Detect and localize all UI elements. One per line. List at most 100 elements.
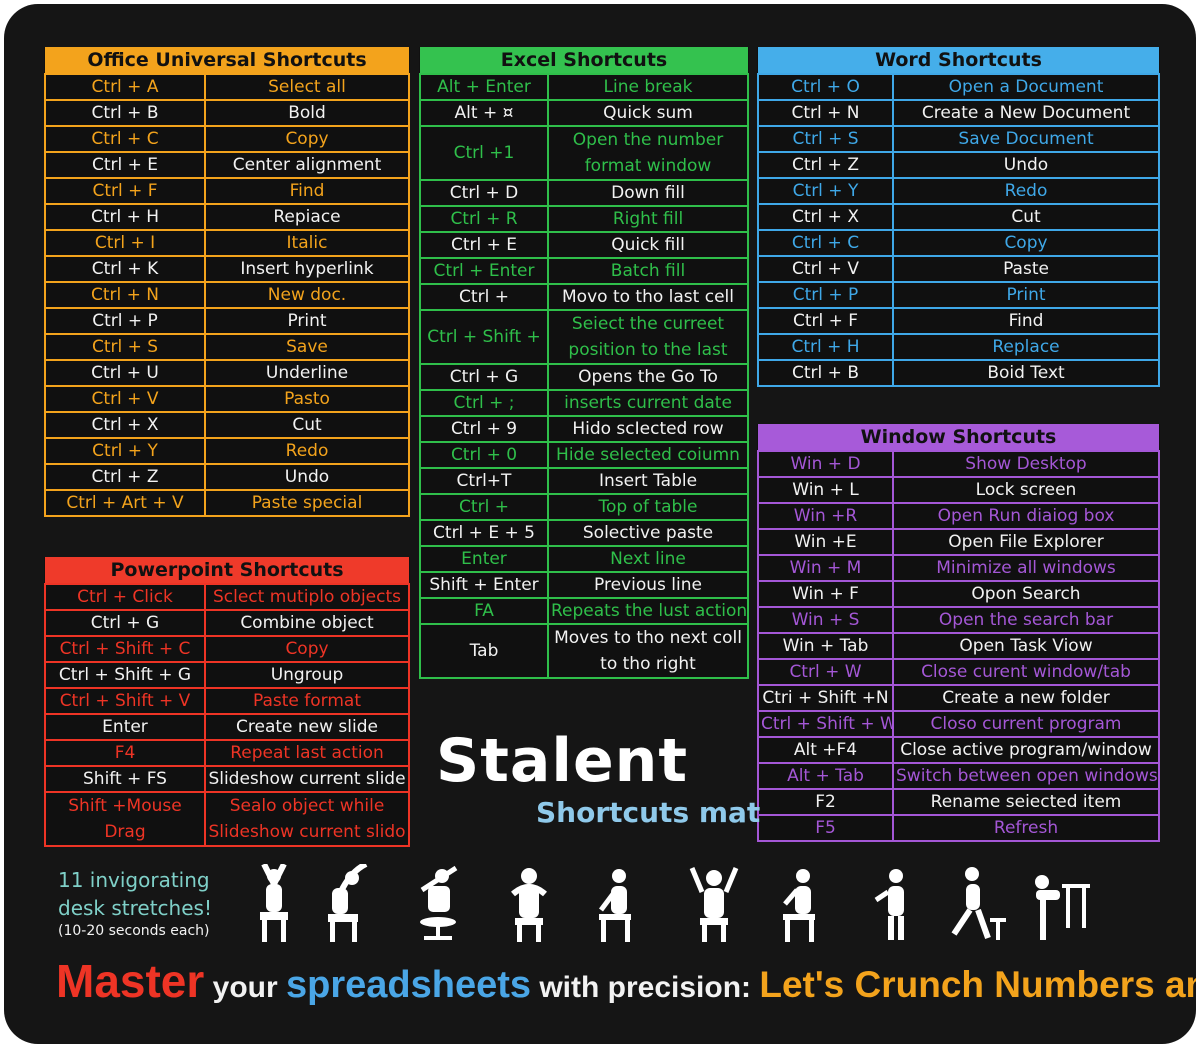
ppt-shortcut-key: Shift + FS: [44, 765, 206, 793]
excel-shortcut-action: Top of table: [546, 493, 750, 521]
office-shortcut-row: Ctrl + F Find: [44, 177, 410, 205]
office-shortcut-key: Ctrl + Art + V: [44, 489, 206, 517]
word-shortcut-row: Ctrl + S Save Document: [757, 125, 1161, 153]
window-shortcut-action: Rename seiected item: [892, 788, 1160, 816]
word-table-title: Word Shortcuts: [758, 47, 1160, 74]
ppt-shortcut-action: Repeat last action: [203, 739, 411, 767]
seated-lean-icon: [769, 864, 829, 944]
word-shortcut-action: Save Document: [891, 125, 1161, 153]
brand-subtitle: Shortcuts mat: [536, 796, 761, 829]
word-shortcut-key: Ctrl + Y: [757, 177, 894, 205]
office-shortcut-key: Ctrl + I: [44, 229, 206, 257]
window-table-title: Window Shortcuts: [758, 424, 1159, 451]
stretches-note: (10-20 seconds each): [58, 923, 210, 939]
office-shortcut-key: Ctrl + Y: [44, 437, 206, 465]
tagline-master: Master: [56, 955, 205, 1007]
ppt-shortcut-key: Shift +Mouse Drag: [44, 791, 206, 847]
office-shortcut-row: Ctrl + A Select all: [44, 73, 410, 101]
excel-shortcut-action: Solective paste: [546, 519, 750, 547]
office-shortcut-row: Ctrl + U Underline: [44, 359, 410, 387]
excel-shortcut-row: Ctrl +1 Open the number format window: [419, 125, 750, 181]
word-shortcut-action: Print: [891, 281, 1161, 309]
window-shortcut-action: Create a new folder: [892, 684, 1160, 712]
office-shortcut-row: Ctrl + N New doc.: [44, 281, 410, 309]
excel-shortcut-action: Repeats the lust action: [546, 597, 750, 625]
word-shortcut-key: Ctrl + N: [757, 99, 894, 127]
lunge-stretch-icon: [948, 864, 1008, 944]
office-shortcut-row: Ctrl + C Copy: [44, 125, 410, 153]
ppt-shortcut-key: Ctrl + Click: [44, 583, 206, 611]
ppt-shortcut-key: Ctrl + Shift + G: [44, 661, 206, 689]
tagline: Master your spreadsheets with precision:…: [56, 954, 1196, 1008]
stretches-line1: 11 invigorating: [58, 868, 210, 892]
shortcuts-mat: Office Universal Shortcuts Ctrl + A Selec…: [4, 4, 1196, 1044]
excel-shortcut-action: Hide selected coiumn: [546, 441, 750, 469]
word-shortcut-action: Paste: [891, 255, 1161, 283]
window-shortcut-key: F2: [757, 788, 894, 816]
office-shortcut-row: Ctrl + V Pasto: [44, 385, 410, 413]
excel-shortcut-key: FA: [419, 597, 549, 625]
window-shortcut-action: Switch between open windows: [892, 762, 1160, 790]
word-shortcut-action: Replace: [891, 333, 1161, 361]
office-shortcut-action: Pasto: [204, 385, 410, 413]
excel-shortcut-key: Ctrl+T: [419, 467, 549, 495]
word-shortcut-row: Ctrl + Y Redo: [757, 177, 1161, 205]
excel-shortcut-key: Ctrl +: [419, 493, 549, 521]
window-shortcut-key: Ctri + Shift +N: [757, 684, 894, 712]
excel-shortcut-key: Ctrl + E: [419, 231, 549, 259]
excel-shortcut-key: Ctrl +1: [419, 125, 549, 181]
window-shortcut-row: Alt + Tab Switch between open windows: [757, 762, 1160, 790]
ppt-shortcut-key: F4: [44, 739, 206, 767]
office-shortcut-key: Ctrl + X: [44, 411, 206, 439]
excel-shortcut-key: Shift + Enter: [419, 571, 549, 599]
office-shortcut-row: Ctrl + Y Redo: [44, 437, 410, 465]
excel-shortcut-action: Right fill: [546, 205, 750, 233]
office-shortcut-row: Ctrl + S Save: [44, 333, 410, 361]
office-shortcut-action: Save: [204, 333, 410, 361]
excel-shortcut-row: Enter Next line: [419, 545, 750, 573]
excel-shortcut-key: Ctrl + Shift +: [419, 309, 549, 365]
word-shortcuts-table: Word Shortcuts Ctrl + O Open a Document Ct…: [757, 47, 1161, 387]
chair-stretch-icon: [408, 864, 468, 944]
office-shortcut-row: Ctrl + I Italic: [44, 229, 410, 257]
desk-stretch-icon: [1032, 864, 1092, 944]
ppt-shortcut-row: F4 Repeat last action: [44, 739, 411, 767]
window-shortcut-row: F5 Refresh: [757, 814, 1160, 842]
excel-shortcut-row: Ctrl + 0 Hide selected coiumn: [419, 441, 750, 469]
window-shortcut-action: Refresh: [892, 814, 1160, 842]
window-shortcut-action: Close active program/window: [892, 736, 1160, 764]
ppt-shortcut-action: Copy: [203, 635, 411, 663]
window-shortcuts-table: Window Shortcuts Win + D Show Desktop Win …: [757, 424, 1160, 842]
excel-table-title: Excel Shortcuts: [420, 47, 749, 74]
office-shortcuts-table: Office Universal Shortcuts Ctrl + A Selec…: [44, 47, 410, 517]
word-shortcut-key: Ctrl + B: [757, 359, 894, 387]
excel-shortcut-row: Alt + Enter Line break: [419, 73, 750, 101]
window-shortcut-row: Ctrl + Shift + W Closo current program: [757, 710, 1160, 738]
window-shortcut-key: Ctrl + Shift + W: [757, 710, 894, 738]
window-shortcut-key: Win + Tab: [757, 632, 894, 660]
excel-shortcut-row: Alt + ¤ Quick sum: [419, 99, 750, 127]
ppt-shortcut-action: Ungroup: [203, 661, 411, 689]
office-shortcut-row: Ctrl + H Repiace: [44, 203, 410, 231]
excel-shortcut-row: Ctrl + E Quick fill: [419, 231, 750, 259]
excel-shortcut-row: FA Repeats the lust action: [419, 597, 750, 625]
word-shortcut-action: Cut: [891, 203, 1161, 231]
word-shortcut-row: Ctrl + P Print: [757, 281, 1161, 309]
excel-shortcut-row: Ctrl + 9 Hido scIected row: [419, 415, 750, 443]
office-shortcut-action: Find: [204, 177, 410, 205]
window-shortcut-key: Win + L: [757, 476, 894, 504]
window-shortcut-action: Minimize all windows: [892, 554, 1160, 582]
office-shortcut-action: Bold: [204, 99, 410, 127]
office-shortcut-key: Ctrl + C: [44, 125, 206, 153]
standing-arm-icon: [864, 864, 924, 944]
word-shortcut-row: Ctrl + C Copy: [757, 229, 1161, 257]
window-shortcut-key: Win +R: [757, 502, 894, 530]
excel-shortcut-key: Enter: [419, 545, 549, 573]
excel-shortcut-key: Ctrl + 0: [419, 441, 549, 469]
window-shortcut-row: Win + D Show Desktop: [757, 450, 1160, 478]
window-shortcut-row: Win + L Lock screen: [757, 476, 1160, 504]
office-shortcut-key: Ctrl + E: [44, 151, 206, 179]
office-shortcut-key: Ctrl + A: [44, 73, 206, 101]
ppt-shortcut-action: Slideshow current slide: [203, 765, 411, 793]
ppt-shortcut-action: Create new slide: [203, 713, 411, 741]
